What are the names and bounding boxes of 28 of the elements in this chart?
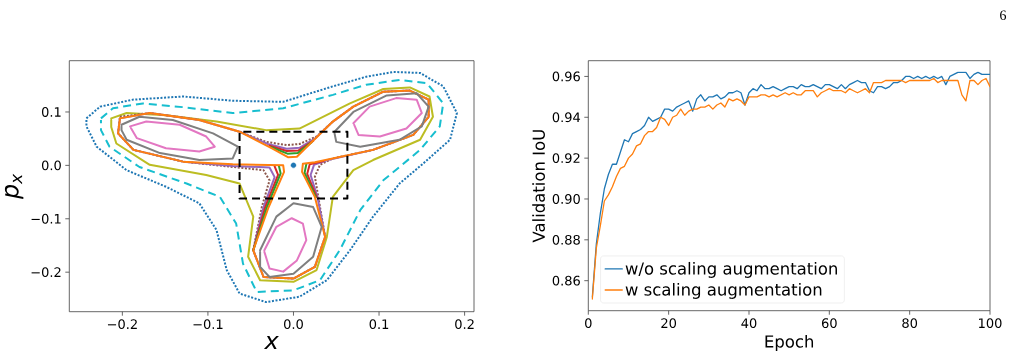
x-tick-label: 0.1 [369,319,389,330]
x-tick-label: 80 [902,318,918,329]
y-tick-label: 0.92 [552,153,580,164]
y-axis-title: Validation IoU [532,130,545,243]
x-tick-label: 0.0 [284,319,303,330]
y-axis-title: p$_{x}$ [4,173,24,200]
x-tick-label: 60 [821,318,837,329]
y-tick-label: 0.90 [552,194,580,204]
legend-label: w scaling augmentation [625,282,822,299]
x-axis-title: x [263,335,279,350]
y-tick-label: −0.1 [31,213,61,224]
x-tick-label: 0 [585,318,592,329]
y-tick-label: 0.86 [552,275,580,286]
text: 6 [1000,10,1007,20]
y-tick-label: 0.94 [552,112,581,123]
x-axis-title: Epoch [765,334,814,351]
y-tick-label: 0.1 [41,107,61,117]
y-tick-label: 0.88 [552,234,580,245]
x-tick-label: −0.1 [193,319,223,330]
y-tick-label: 0.0 [41,160,61,171]
y-tick-label: −0.2 [31,267,61,278]
x-tick-label: 0.2 [455,319,474,330]
x-tick-label: 100 [979,318,1002,329]
x-tick-label: 20 [661,318,677,329]
legend-label: w/o scaling augmentation [625,261,837,278]
y-tick-label: 0.96 [552,71,580,82]
x-tick-label: −0.2 [107,319,137,330]
x-tick-label: 40 [741,318,757,329]
